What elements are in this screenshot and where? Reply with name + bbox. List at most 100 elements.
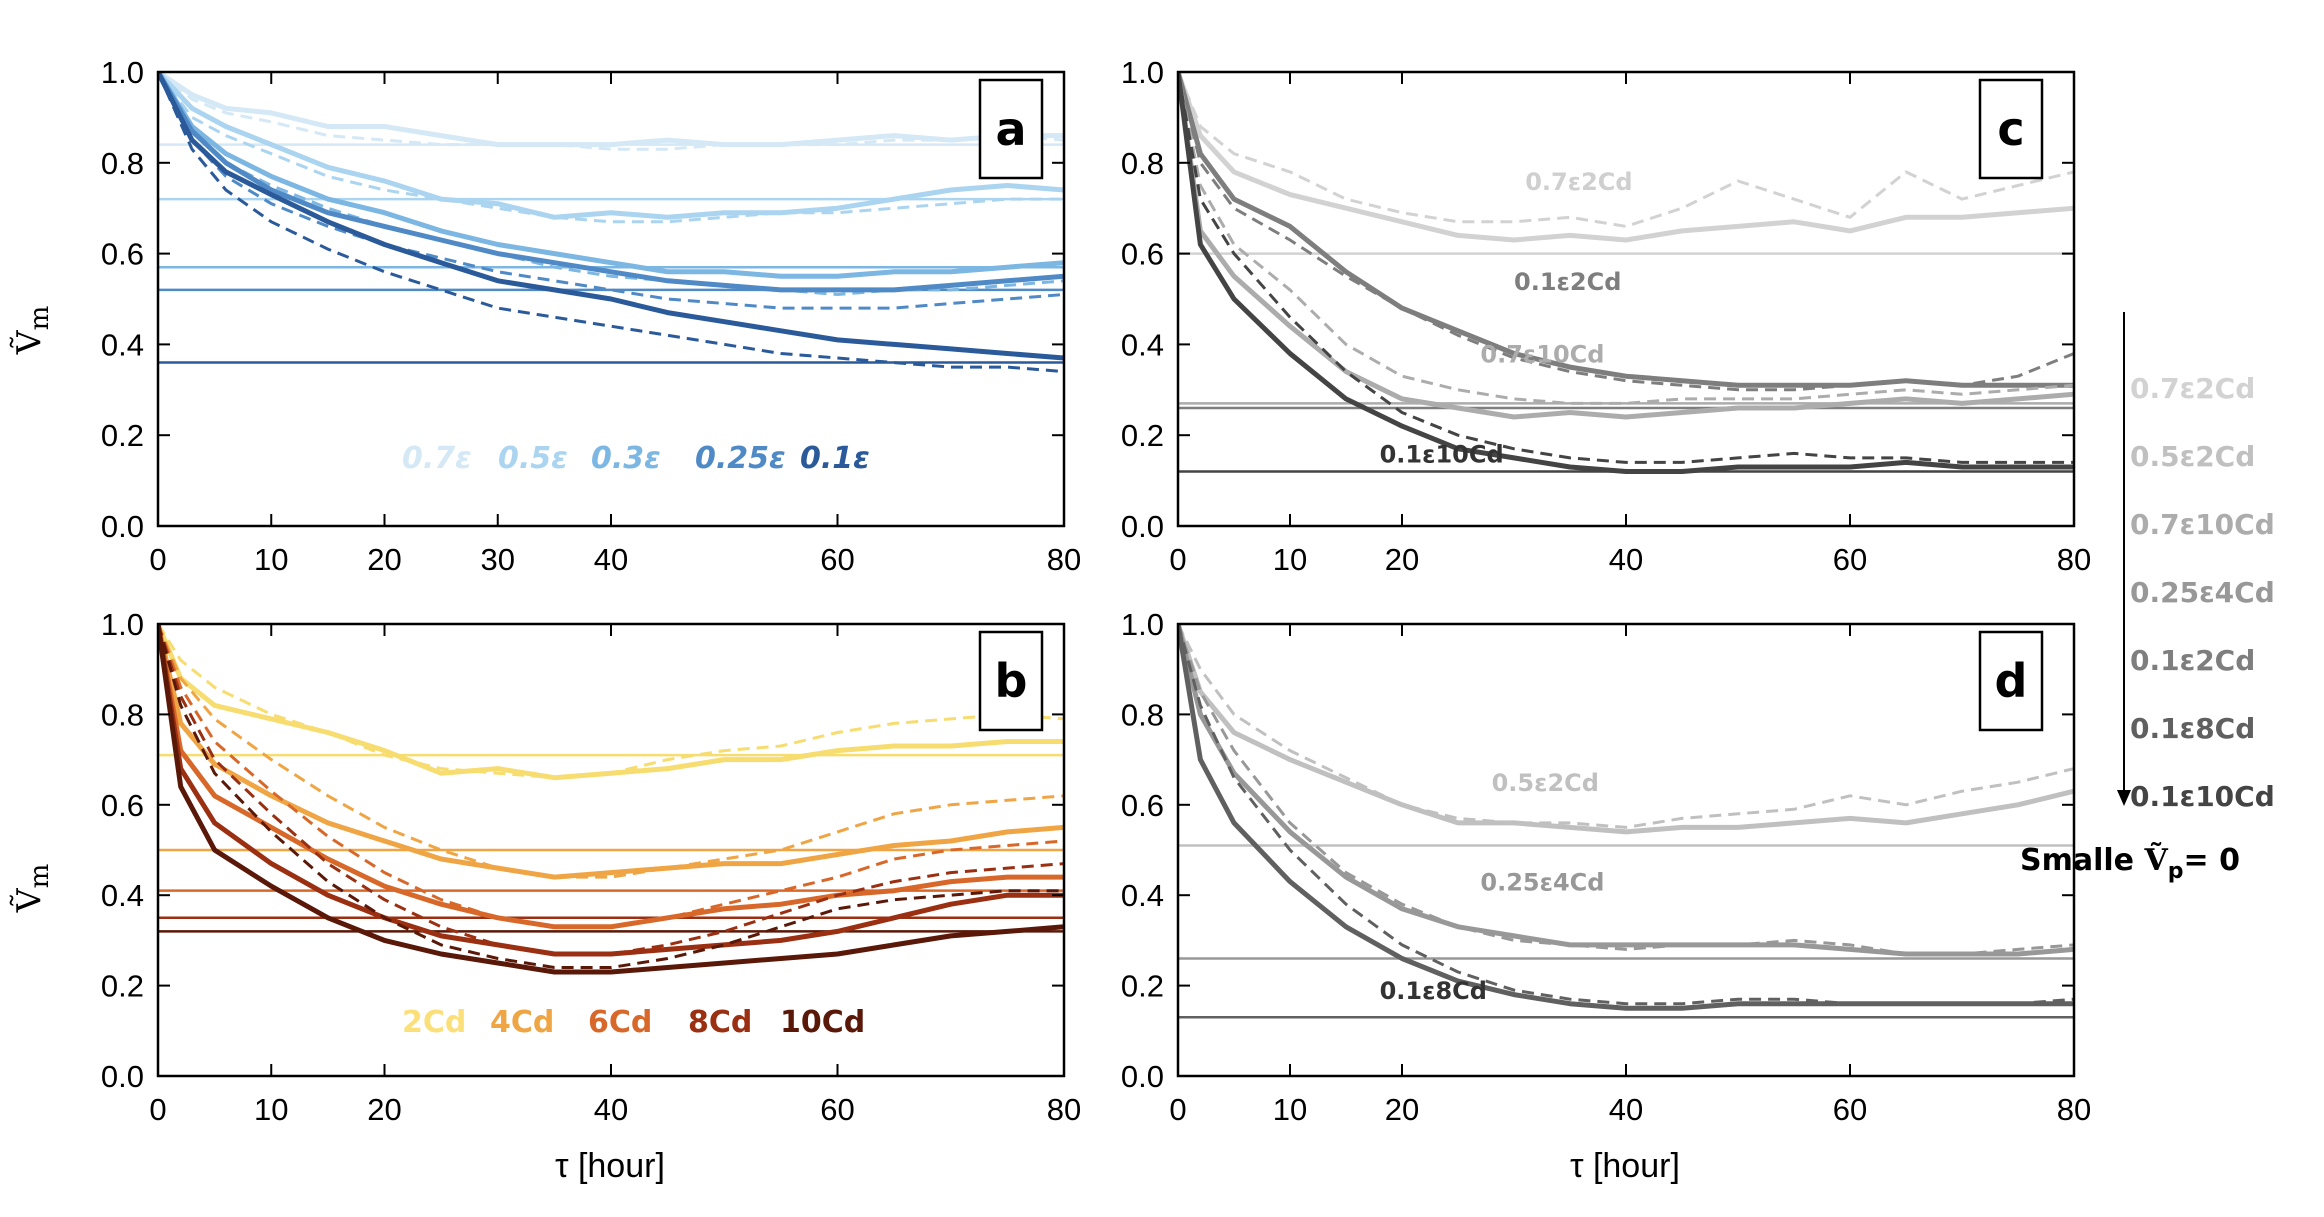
legend-label-b-2: 6Cd: [588, 1005, 652, 1040]
xtick-label-a-3: 30: [481, 542, 515, 577]
series-dashed-a-1: [158, 72, 1064, 224]
series-dashed-b-3: [158, 624, 1064, 956]
series-solid-a-2: [158, 72, 1064, 279]
ytick-label-d-4: 0.8: [1121, 697, 1164, 732]
ytick-label-c-4: 0.8: [1121, 146, 1164, 181]
xtick-label-a-6: 80: [1047, 542, 1081, 577]
series-solid-a-0: [158, 72, 1064, 148]
xtick-label-c-1: 10: [1273, 542, 1307, 577]
series-solid-a-4: [158, 72, 1064, 361]
ytick-label-d-0: 0.0: [1121, 1059, 1164, 1094]
ytick-label-d-3: 0.6: [1121, 788, 1164, 823]
xtick-label-c-2: 20: [1385, 542, 1419, 577]
xtick-label-c-4: 60: [1833, 542, 1867, 577]
panel-a: 0.0 0.2 0.4 0.6 0.8 1.0 0 10 20 30 40 60 80 a Ṽm 0.7ε 0.…: [9, 55, 1081, 577]
panel-letter-box-d: [1978, 630, 2044, 732]
series-dashed-c-2: [1178, 72, 2074, 405]
xtick-label-a-2: 20: [367, 542, 401, 577]
series-label-c-0: 0.7ε2Cd: [1525, 168, 1632, 196]
series-solid-d-1: [1178, 624, 2074, 957]
series-dashed-b-4: [158, 624, 1064, 969]
series-dashed-d-2: [1178, 624, 2074, 1006]
panel-c: 0.0 0.2 0.4 0.6 0.8 1.0 0 10 20 40 60 80 c 0.7ε2Cd 0.1…: [1121, 55, 2091, 577]
panel-letter-box-a: [978, 78, 1044, 180]
xtick-label-c-3: 40: [1609, 542, 1643, 577]
xlabel-b: τ [hour]: [555, 1147, 665, 1185]
panel-letter-a: a: [995, 102, 1026, 156]
legend-label-b-3: 8Cd: [688, 1005, 752, 1040]
ylabel-a: Ṽm: [9, 306, 55, 356]
side-legend-item-4: 0.1ε2Cd: [2130, 644, 2255, 677]
panel-b: 0.0 0.2 0.4 0.6 0.8 1.0 0 10 20 40 60 80 b Ṽm τ [hour]…: [9, 607, 1081, 1185]
side-legend-note: Smalle Ṽp= 0: [2020, 842, 2240, 884]
xtick-label-b-3: 40: [594, 1092, 628, 1127]
series-dashed-d-1: [1178, 624, 2074, 956]
series-label-c-3: 0.1ε10Cd: [1380, 440, 1504, 468]
ytick-label-c-3: 0.6: [1121, 237, 1164, 272]
series-dashed-b-0: [158, 624, 1064, 780]
series-solid-c-1: [1178, 72, 2074, 388]
side-legend-item-3: 0.25ε4Cd: [2130, 576, 2275, 609]
ytick-label-b-4: 0.8: [101, 697, 144, 732]
series-solid-b-1: [158, 624, 1064, 880]
xtick-label-a-1: 10: [254, 542, 288, 577]
ytick-label-b-2: 0.4: [101, 878, 144, 913]
ytick-label-c-2: 0.4: [1121, 327, 1164, 362]
series-solid-a-1: [158, 72, 1064, 220]
legend-label-a-4: 0.1ε: [800, 441, 870, 476]
series-label-d-2: 0.1ε8Cd: [1380, 977, 1487, 1005]
series-dashed-c-0: [1178, 72, 2074, 228]
ytick-label-d-2: 0.4: [1121, 878, 1164, 913]
xtick-label-a-4: 40: [594, 542, 628, 577]
xtick-label-b-4: 60: [820, 1092, 854, 1127]
xtick-label-d-3: 40: [1609, 1092, 1643, 1127]
series-dashed-c-3: [1178, 72, 2074, 464]
side-legend-arrow-head: [2117, 790, 2131, 806]
ytick-label-a-1: 0.2: [101, 418, 144, 453]
xtick-label-d-5: 80: [2057, 1092, 2091, 1127]
xtick-label-a-5: 60: [820, 542, 854, 577]
xtick-label-b-2: 20: [367, 1092, 401, 1127]
series-solid-b-3: [158, 624, 1064, 957]
panel-letter-box-b: [978, 630, 1044, 732]
panel-letter-c: c: [1997, 102, 2024, 156]
ytick-label-c-5: 1.0: [1121, 55, 1164, 90]
ytick-label-a-4: 0.8: [101, 146, 144, 181]
axes-frame-c: [1176, 70, 2076, 528]
xtick-label-b-0: 0: [149, 1092, 166, 1127]
ylabel-b: Ṽm: [9, 864, 55, 914]
panel-d: 0.0 0.2 0.4 0.6 0.8 1.0 0 10 20 40 60 80 d τ [hour] 0.…: [1121, 607, 2091, 1185]
side-legend: 0.7ε2Cd 0.5ε2Cd 0.7ε10Cd 0.25ε4Cd 0.1ε2Cd 0.1…: [2020, 312, 2275, 884]
side-legend-item-0: 0.7ε2Cd: [2130, 372, 2255, 405]
ytick-label-a-2: 0.4: [101, 327, 144, 362]
legend-label-b-0: 2Cd: [402, 1005, 466, 1040]
series-solid-b-0: [158, 624, 1064, 781]
ytick-label-b-5: 1.0: [101, 607, 144, 642]
ytick-label-a-5: 1.0: [101, 55, 144, 90]
xtick-label-d-0: 0: [1169, 1092, 1186, 1127]
ytick-label-a-3: 0.6: [101, 237, 144, 272]
series-dashed-a-2: [158, 72, 1064, 296]
series-solid-c-2: [1178, 72, 2074, 420]
legend-label-b-1: 4Cd: [490, 1005, 554, 1040]
side-legend-item-2: 0.7ε10Cd: [2130, 508, 2275, 541]
series-label-d-1: 0.25ε4Cd: [1480, 869, 1604, 897]
ytick-label-c-1: 0.2: [1121, 418, 1164, 453]
series-solid-c-3: [1178, 72, 2074, 474]
panel-letter-b: b: [995, 654, 1028, 708]
panel-letter-box-c: [1978, 78, 2044, 180]
xtick-label-c-5: 80: [2057, 542, 2091, 577]
legend-label-a-0: 0.7ε: [402, 441, 472, 476]
series-label-c-1: 0.1ε2Cd: [1514, 268, 1621, 296]
series-solid-d-0: [1178, 624, 2074, 835]
xtick-label-b-5: 80: [1047, 1092, 1081, 1127]
series-solid-c-0: [1178, 72, 2074, 243]
xtick-label-a-0: 0: [149, 542, 166, 577]
xtick-label-b-1: 10: [254, 1092, 288, 1127]
legend-label-b-4: 10Cd: [780, 1005, 865, 1040]
legend-label-a-1: 0.5ε: [498, 441, 568, 476]
ytick-label-b-3: 0.6: [101, 788, 144, 823]
series-solid-d-2: [1178, 624, 2074, 1011]
series-solid-a-3: [158, 72, 1064, 293]
